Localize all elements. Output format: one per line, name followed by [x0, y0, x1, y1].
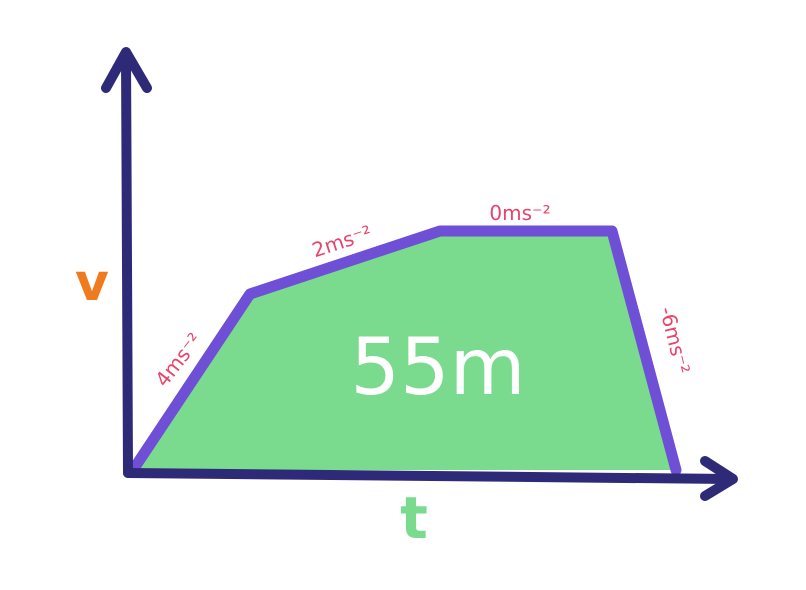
y-axis-label: v — [75, 253, 109, 313]
area-label: 55m — [350, 323, 525, 413]
segment-label-4: -6ms⁻² — [655, 304, 695, 376]
y-axis — [101, 47, 152, 478]
x-axis-label: t — [400, 484, 428, 552]
velocity-line — [127, 225, 682, 476]
segment-label-3: 0ms⁻² — [489, 201, 550, 225]
x-axis — [123, 456, 738, 501]
